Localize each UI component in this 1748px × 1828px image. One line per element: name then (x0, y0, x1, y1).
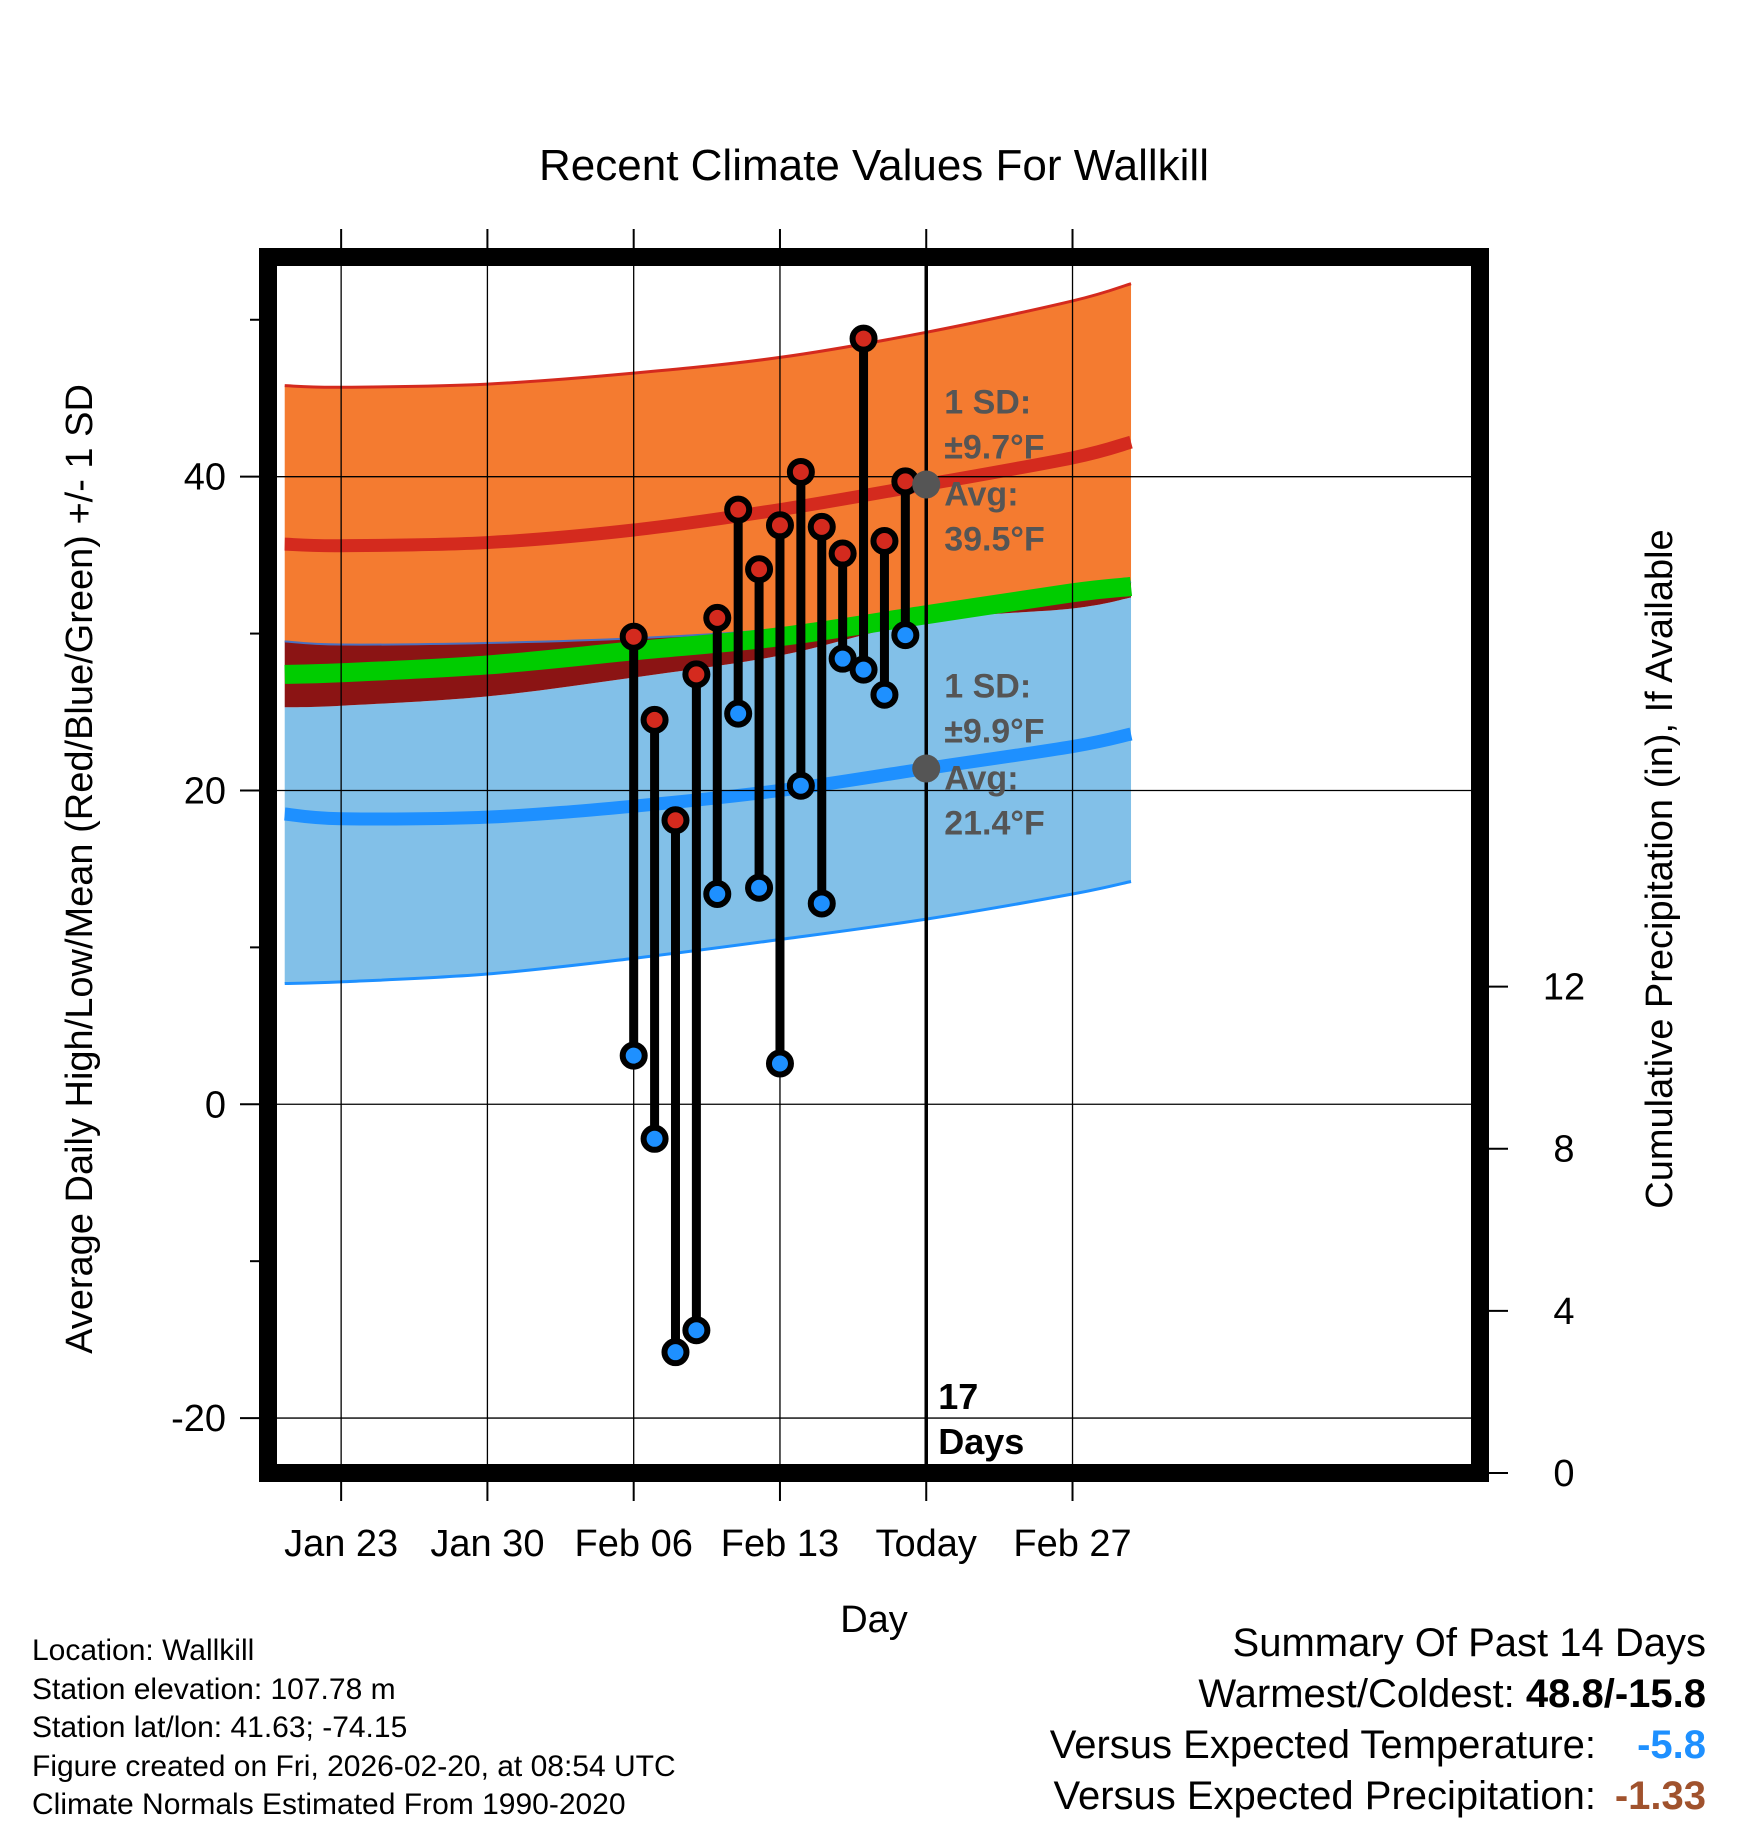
obs-low-point (724, 699, 753, 728)
summary-title: Summary Of Past 14 Days (1232, 1621, 1706, 1665)
observed-values (619, 324, 920, 1367)
low-avg-line (284, 727, 1133, 826)
low-avg-label: Avg: (944, 760, 1018, 798)
obs-low-point (703, 880, 732, 909)
obs-low-point (891, 621, 920, 650)
high-sd-label: 1 SD: (944, 384, 1031, 422)
obs-high-point (640, 705, 669, 734)
obs-high-point (786, 457, 815, 486)
y-tick-label: 40 (184, 457, 226, 499)
normal-bands (284, 282, 1480, 1471)
obs-high-point (828, 539, 857, 568)
warmest-value: 48.8/-15.8 (1525, 1672, 1706, 1716)
obs-high-point (703, 603, 732, 632)
summary-temp-row: Versus Expected Temperature: -5.8 (706, 1720, 1706, 1771)
obs-low-point (870, 680, 899, 709)
y-tick-label: 20 (184, 770, 226, 812)
summary-panel: Summary Of Past 14 Days Warmest/Coldest:… (706, 1618, 1706, 1822)
station-info: Location: Wallkill Station elevation: 10… (32, 1632, 676, 1825)
y2-axis-label: Cumulative Precipitation (in), If Availa… (1639, 529, 1681, 1208)
high-upper-line (284, 282, 1132, 389)
high-avg-line (284, 435, 1133, 553)
y-axis-label: Average Daily High/Low/Mean (Red/Blue/Gr… (59, 384, 101, 1354)
obs-high-point (870, 526, 899, 555)
summary-warmest-row: Warmest/Coldest: 48.8/-15.8 (706, 1669, 1706, 1720)
chart-title: Recent Climate Values For Wallkill (539, 141, 1209, 190)
obs-high-point (619, 622, 648, 651)
high-avg-value: 39.5°F (944, 521, 1045, 559)
location-text: Location: Wallkill (32, 1634, 255, 1667)
obs-high-point (807, 512, 836, 541)
x-tick-label: Jan 30 (430, 1523, 544, 1565)
latlon-text: Station lat/lon: 41.63; -74.15 (32, 1711, 408, 1744)
x-tick-label: Feb 06 (575, 1523, 693, 1565)
obs-low-point (828, 644, 857, 673)
summary-precip-row: Versus Expected Precipitation: -1.33 (706, 1771, 1706, 1822)
x-tick-label: Today (876, 1523, 977, 1565)
y2-tick-label: 0 (1553, 1453, 1574, 1495)
obs-low-point (661, 1338, 690, 1367)
obs-low-point (640, 1124, 669, 1153)
precip-value: -1.33 (1614, 1774, 1706, 1818)
temp-label: Versus Expected Temperature: (1049, 1723, 1596, 1767)
low-sd-value: ±9.9°F (944, 713, 1044, 751)
obs-low-point (619, 1041, 648, 1070)
low-avg-value: 21.4°F (944, 805, 1045, 843)
plot-frame (259, 248, 1489, 1482)
normal-annotations: 1 SD: ±9.7°F Avg: 39.5°F 1 SD: ±9.9°F Avg: 21.4… (912, 384, 1045, 1462)
low-sd-label: 1 SD: (944, 668, 1031, 706)
high-avg-marker (912, 470, 941, 499)
elevation-text: Station elevation: 107.78 m (32, 1672, 396, 1706)
obs-low-point (786, 771, 815, 800)
y-tick-label: -20 (171, 1398, 226, 1440)
precip-label: Versus Expected Precipitation: (1053, 1774, 1596, 1818)
y2-tick-label: 8 (1553, 1129, 1574, 1171)
obs-high-point (682, 660, 711, 689)
obs-low-point (807, 889, 836, 918)
axes: Jan 23 Jan 30 Feb 06 Feb 13 Today Feb 27 -20 0 2… (171, 229, 1585, 1565)
obs-high-point (849, 324, 878, 353)
high-sd-band (284, 283, 1132, 645)
mean-avg-line (284, 577, 1133, 684)
x-tick-label: Feb 13 (721, 1523, 839, 1565)
days-word: Days (938, 1421, 1024, 1462)
y2-tick-label: 4 (1553, 1291, 1574, 1333)
normals-text: Climate Normals Estimated From 1990-2020 (32, 1788, 626, 1821)
low-lower-line (284, 880, 1132, 985)
x-tick-label: Jan 23 (284, 1523, 398, 1565)
obs-high-point (745, 555, 774, 584)
days-count: 17 (938, 1376, 978, 1417)
obs-low-point (745, 873, 774, 902)
obs-high-point (765, 511, 794, 540)
y-tick-label: 0 (205, 1084, 226, 1126)
warmest-label: Warmest/Coldest: (1198, 1672, 1526, 1716)
low-avg-marker (912, 754, 941, 783)
obs-low-point (849, 655, 878, 684)
obs-high-point (724, 495, 753, 524)
obs-high-point (661, 806, 690, 835)
x-axis-label: Day (840, 1599, 908, 1641)
created-text: Figure created on Fri, 2026-02-20, at 08… (32, 1749, 676, 1783)
x-tick-label: Feb 27 (1013, 1523, 1131, 1565)
grid-lines (268, 257, 1480, 1473)
high-avg-label: Avg: (944, 476, 1018, 514)
temp-value: -5.8 (1637, 1723, 1706, 1767)
y2-tick-label: 12 (1543, 967, 1585, 1009)
obs-low-point (765, 1049, 794, 1078)
high-sd-value: ±9.7°F (944, 429, 1044, 467)
obs-low-point (682, 1316, 711, 1345)
